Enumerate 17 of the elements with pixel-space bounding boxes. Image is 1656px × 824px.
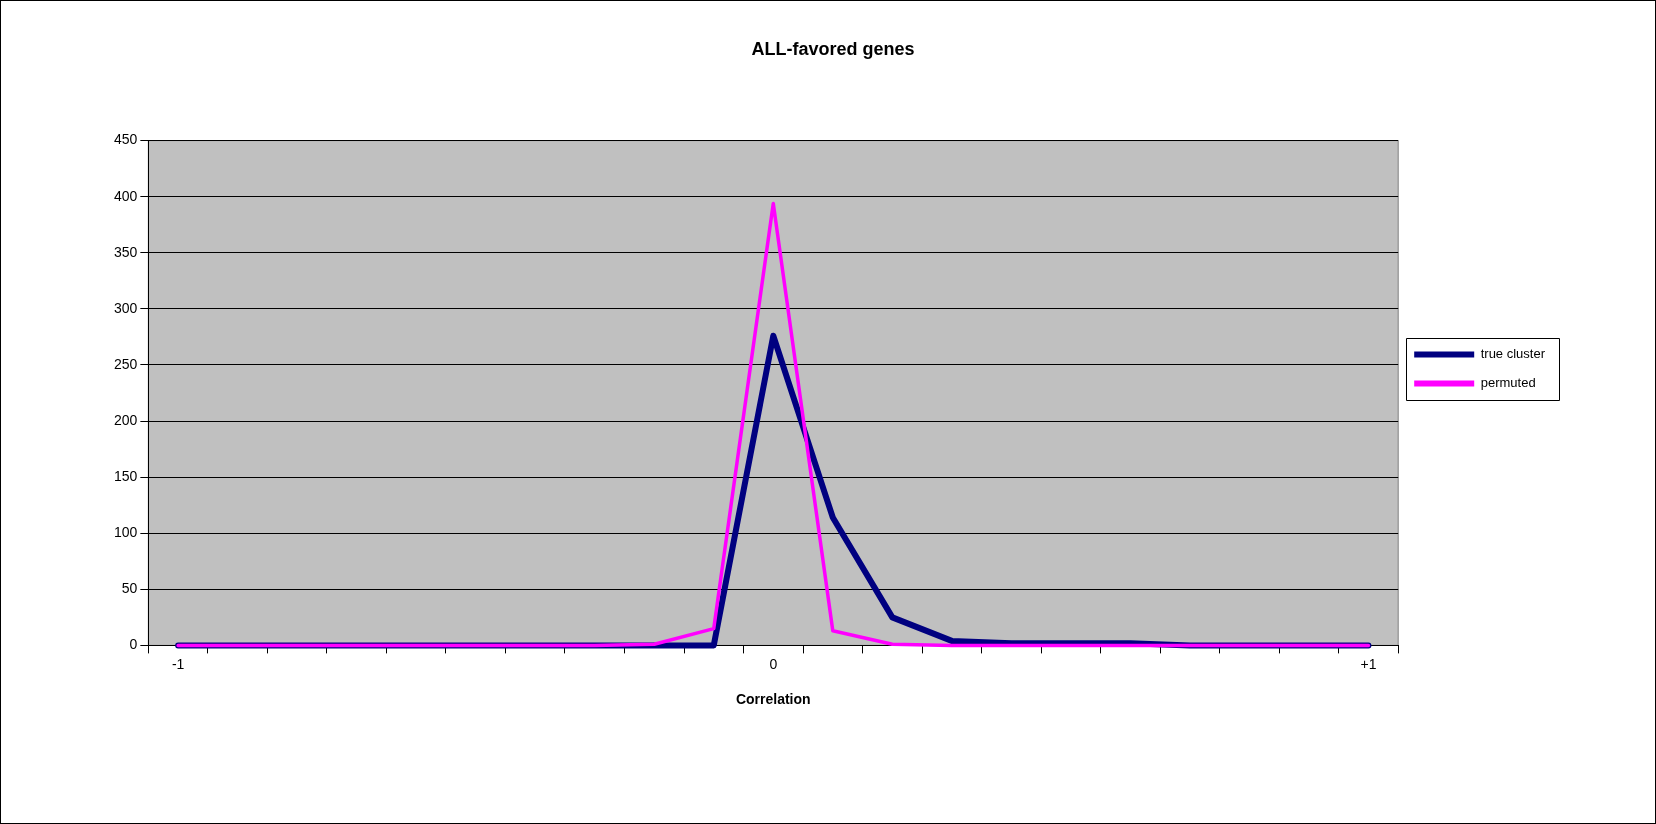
- legend-label: permuted: [1480, 375, 1536, 391]
- chart-title: ALL-favored genes: [751, 38, 915, 59]
- y-tick-label: 200: [114, 411, 138, 428]
- y-tick-label: 250: [114, 355, 138, 372]
- y-tick-label: 150: [114, 467, 138, 484]
- y-tick-label: 350: [114, 243, 138, 260]
- legend-label: true cluster: [1480, 346, 1546, 362]
- y-tick-label: 100: [114, 524, 138, 541]
- x-tick-label: 0: [769, 655, 778, 672]
- x-tick-label: +1: [1360, 655, 1377, 672]
- y-tick-label: 400: [114, 187, 138, 204]
- x-tick-label: -1: [171, 655, 185, 672]
- x-axis-title: Correlation: [735, 691, 811, 708]
- y-tick-label: 0: [129, 636, 138, 653]
- y-tick-label: 450: [114, 131, 138, 148]
- y-tick-label: 50: [121, 580, 138, 597]
- y-tick-label: 300: [114, 299, 138, 316]
